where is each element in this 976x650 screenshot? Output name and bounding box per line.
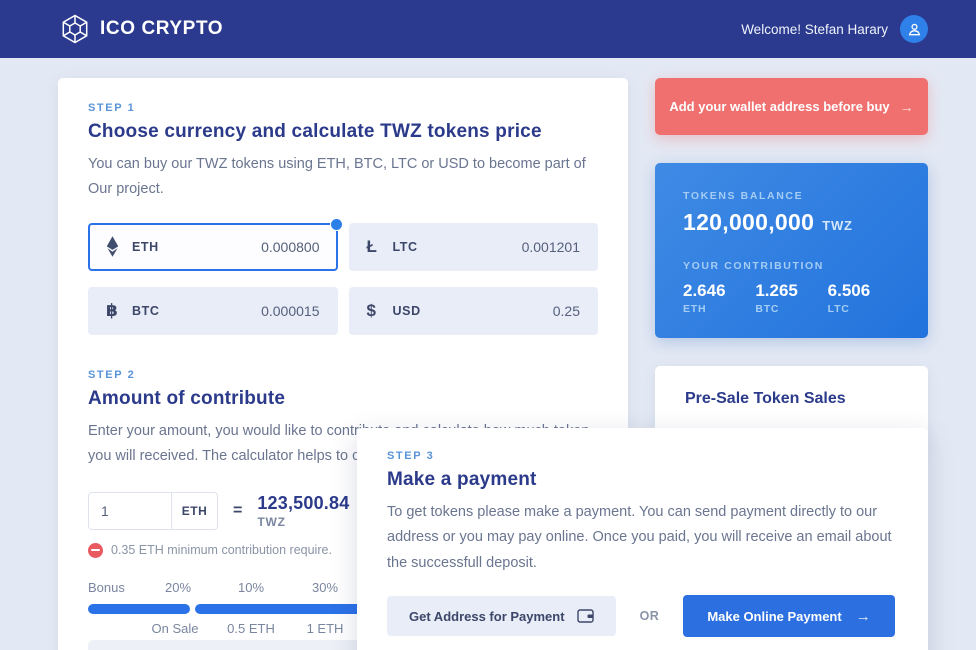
contribution-value: 1.265 [755,281,798,300]
add-wallet-address-button[interactable]: Add your wallet address before buy → [655,78,928,135]
error-text: 0.35 ETH minimum contribution require. [111,543,332,557]
bonus-tier-percent: 30% [311,579,339,595]
currency-code: ETH [132,239,159,254]
or-separator: OR [639,609,660,624]
bonus-tier-percent: 20% [164,579,192,595]
currency-code: USD [392,303,421,318]
contribution-value: 2.646 [683,281,726,300]
currency-rate: 0.000015 [261,302,320,319]
get-address-label: Get Address for Payment [409,608,565,624]
presale-title: Pre-Sale Token Sales [685,390,846,407]
amount-unit-label: ETH [171,492,217,529]
buy-tokens-card: STEP 1 Choose currency and calculate TWZ… [58,78,628,650]
clipped-section-strip [88,640,388,650]
step2-label: STEP 2 [88,368,136,381]
make-payment-card: STEP 3 Make a payment To get tokens plea… [357,428,928,650]
tokens-balance-card: TOKENS BALANCE 120,000,000 TWZ YOUR CONT… [655,163,928,338]
contribution-value: 6.506 [827,281,871,300]
selected-dot [329,217,343,231]
tokens-balance-label: TOKENS BALANCE [683,190,804,202]
bonus-tier-percent: 10% [237,579,265,595]
calculator: ETH = 123,500.84 TWZ [88,491,598,530]
bonus-tier-range: 0.5 ETH [227,620,275,636]
step3-description: To get tokens please make a payment. You… [387,504,892,571]
bonus-bar-segment [88,603,190,614]
contribution-label: YOUR CONTRIBUTION [683,260,824,272]
result-unit: TWZ [257,514,286,529]
contribution-currency: BTC [755,303,780,315]
alert-label: Add your wallet address before buy [669,99,890,114]
result-value: 123,500.84 [257,492,350,513]
arrow-right-icon: → [855,607,871,625]
tokens-balance-unit: TWZ [822,218,853,233]
contribution-currency: LTC [827,303,850,315]
currency-options: ETH 0.000800 Ł LTC 0.001201 ฿ BTC 0.0000… [88,217,598,335]
litecoin-icon: Ł [366,236,377,256]
currency-tile-eth[interactable]: ETH 0.000800 [88,217,343,271]
bitcoin-icon: ฿ [106,300,118,320]
brand-logo[interactable]: ICO CRYPTO [60,14,223,44]
step3-label: STEP 3 [387,450,435,462]
step3-title: Make a payment [387,469,537,490]
top-navbar: ICO CRYPTO Welcome! Stefan Harary [0,0,976,58]
amount-input[interactable] [89,492,171,529]
tokens-balance-value: 120,000,000 [683,209,815,235]
get-address-button[interactable]: Get Address for Payment [387,596,616,637]
equals-sign: = [233,501,243,519]
bonus-range-row: On Sale 0.5 ETH 1 ETH [88,621,598,637]
currency-tile-btc[interactable]: ฿ BTC 0.000015 [88,286,338,335]
arrow-right-icon: → [899,98,914,115]
bonus-tier-range: 1 ETH [306,620,344,636]
amount-input-group: ETH [88,491,218,530]
step1-label: STEP 1 [88,102,136,114]
step2-title: Amount of contribute [88,387,286,409]
user-avatar[interactable] [900,15,928,43]
brand-name: ICO CRYPTO [100,18,224,39]
currency-rate: 0.001201 [521,238,580,255]
currency-tile-ltc[interactable]: Ł LTC 0.001201 [348,222,598,271]
make-online-payment-button[interactable]: Make Online Payment → [683,595,895,638]
currency-code: LTC [392,239,418,254]
step1-description: You can buy our TWZ tokens using ETH, BT… [88,156,586,198]
currency-tile-usd[interactable]: $ USD 0.25 [348,286,598,335]
contribution-currency: ETH [683,303,707,315]
bonus-percent-row: Bonus 20% 10% 30% [88,580,598,596]
contribution-btc: 1.265 BTC [755,281,827,315]
contribution-ltc: 6.506 LTC [828,281,900,315]
minimum-contribution-warning: 0.35 ETH minimum contribution require. [88,542,598,558]
contribution-eth: 2.646 ETH [683,281,755,315]
user-icon [907,22,922,37]
dollar-icon: $ [366,300,376,320]
welcome-text: Welcome! Stefan Harary [741,21,888,37]
bonus-tier-range: On Sale [151,620,199,636]
bonus-label: Bonus [88,579,125,595]
currency-rate: 0.000800 [261,238,320,255]
hexagon-logo-icon [60,14,90,44]
currency-code: BTC [132,303,160,318]
currency-rate: 0.25 [552,302,580,319]
ethereum-icon [106,236,132,257]
online-payment-label: Make Online Payment [707,608,842,624]
conversion-result: 123,500.84 TWZ [257,493,349,529]
step1-title: Choose currency and calculate TWZ tokens… [88,121,542,142]
wallet-icon [576,609,594,623]
error-icon [88,542,103,558]
